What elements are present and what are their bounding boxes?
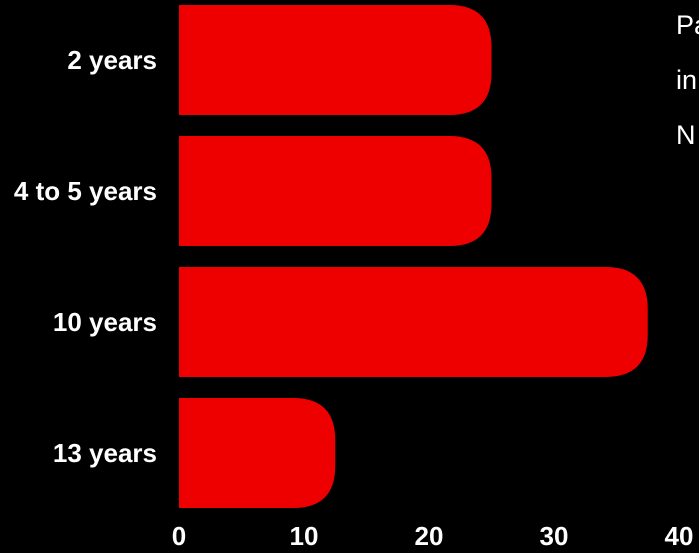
- side-text-block: Pa in N: [676, 10, 699, 150]
- bars-group: [179, 5, 648, 508]
- bar: [179, 5, 492, 115]
- bar: [179, 267, 648, 377]
- x-tick-label: 40: [665, 521, 694, 551]
- category-label: 10 years: [53, 307, 157, 337]
- x-axis-tick-labels: 0 10 20 30 40: [172, 521, 694, 551]
- category-labels: 2 years 4 to 5 years 10 years 13 years: [14, 45, 157, 468]
- category-label: 4 to 5 years: [14, 176, 157, 206]
- bar: [179, 136, 492, 246]
- category-label: 2 years: [67, 45, 157, 75]
- bar: [179, 398, 336, 508]
- x-tick-label: 10: [290, 521, 319, 551]
- x-tick-label: 0: [172, 521, 186, 551]
- x-tick-label: 20: [415, 521, 444, 551]
- side-text-line: in: [676, 65, 697, 95]
- category-label: 13 years: [53, 438, 157, 468]
- x-tick-label: 30: [540, 521, 569, 551]
- side-text-line: Pa: [676, 10, 699, 40]
- side-text-line: N: [676, 120, 696, 150]
